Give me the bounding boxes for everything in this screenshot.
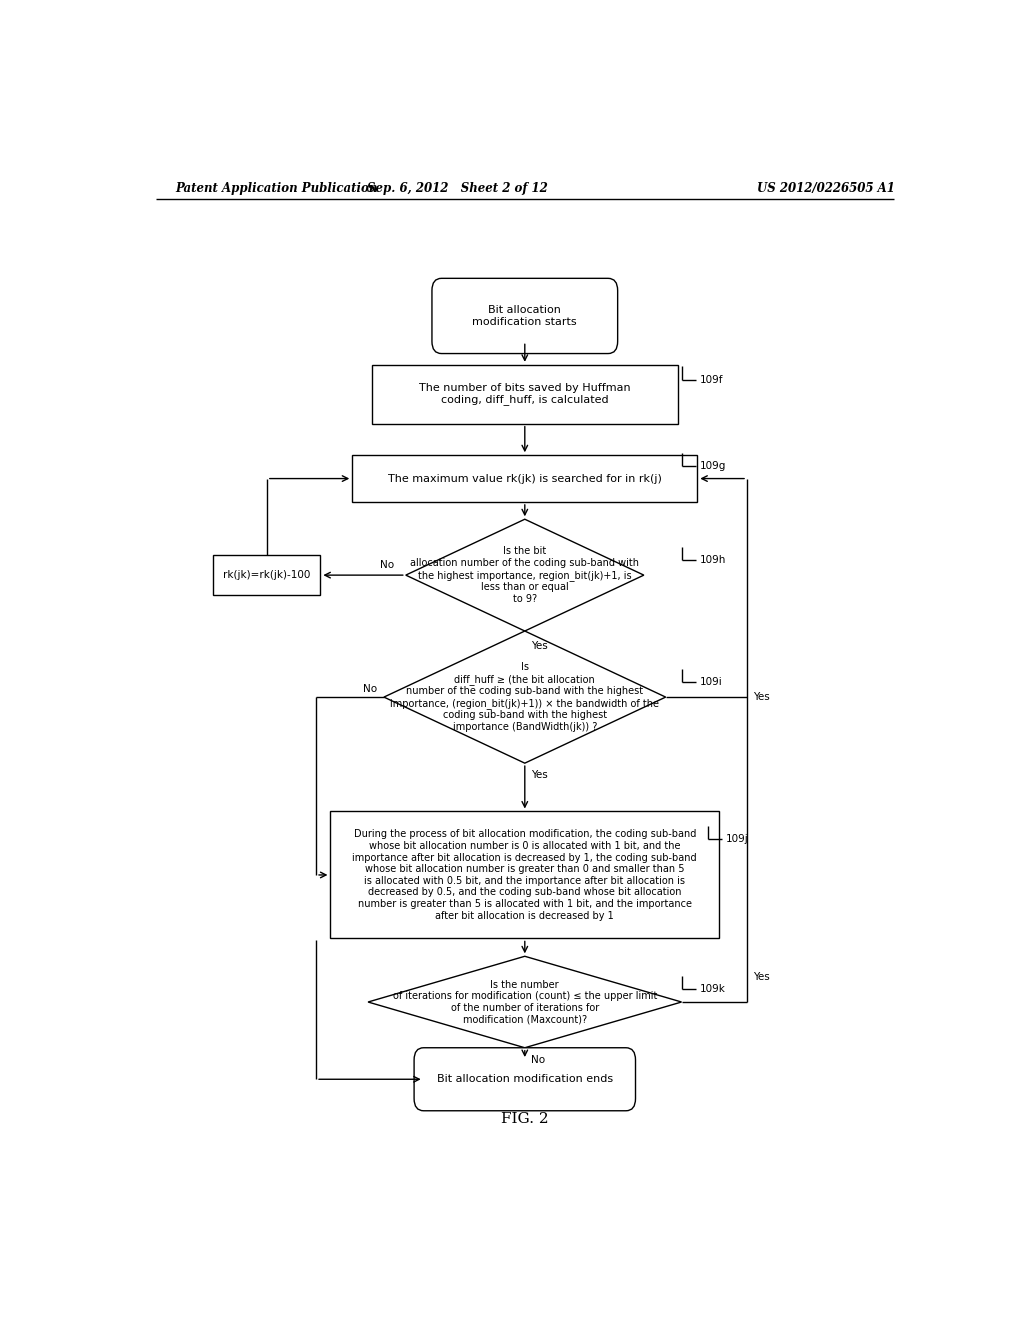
Text: Patent Application Publication: Patent Application Publication: [176, 182, 378, 195]
FancyBboxPatch shape: [414, 1048, 636, 1110]
Text: 109j: 109j: [726, 834, 749, 845]
Text: Is the bit
allocation number of the coding sub-band with
the highest importance,: Is the bit allocation number of the codi…: [411, 546, 639, 603]
Text: 109h: 109h: [699, 554, 726, 565]
Text: No: No: [364, 684, 378, 694]
Text: rk(jk)=rk(jk)-100: rk(jk)=rk(jk)-100: [223, 570, 310, 579]
Text: US 2012/0226505 A1: US 2012/0226505 A1: [758, 182, 895, 195]
Bar: [372, 364, 678, 424]
Text: Yes: Yes: [754, 692, 770, 702]
Bar: [213, 554, 321, 595]
Text: FIG. 2: FIG. 2: [501, 1111, 549, 1126]
Text: Sep. 6, 2012   Sheet 2 of 12: Sep. 6, 2012 Sheet 2 of 12: [367, 182, 548, 195]
Bar: [331, 812, 719, 939]
Text: Bit allocation modification ends: Bit allocation modification ends: [437, 1074, 612, 1084]
Polygon shape: [368, 956, 682, 1048]
Polygon shape: [406, 519, 644, 631]
Text: Yes: Yes: [531, 771, 548, 780]
Text: Yes: Yes: [531, 642, 548, 651]
Polygon shape: [384, 631, 666, 763]
FancyBboxPatch shape: [432, 279, 617, 354]
Text: During the process of bit allocation modification, the coding sub-band
whose bit: During the process of bit allocation mod…: [352, 829, 697, 920]
Bar: [352, 455, 697, 502]
Text: Yes: Yes: [754, 972, 770, 982]
Text: No: No: [531, 1055, 545, 1065]
Text: The maximum value rk(jk) is searched for in rk(j): The maximum value rk(jk) is searched for…: [388, 474, 662, 483]
Text: The number of bits saved by Huffman
coding, diff_huff, is calculated: The number of bits saved by Huffman codi…: [419, 383, 631, 405]
Text: 109g: 109g: [699, 462, 726, 471]
Text: 109i: 109i: [699, 677, 722, 686]
Text: 109f: 109f: [699, 375, 723, 385]
Text: Bit allocation
modification starts: Bit allocation modification starts: [472, 305, 578, 327]
Text: Is
diff_huff ≥ (the bit allocation
number of the coding sub-band with the highes: Is diff_huff ≥ (the bit allocation numbe…: [390, 663, 659, 733]
Text: Is the number
of iterations for modification (count) ≤ the upper limit
of the nu: Is the number of iterations for modifica…: [392, 979, 657, 1024]
Text: 109k: 109k: [699, 983, 725, 994]
Text: No: No: [380, 560, 394, 570]
